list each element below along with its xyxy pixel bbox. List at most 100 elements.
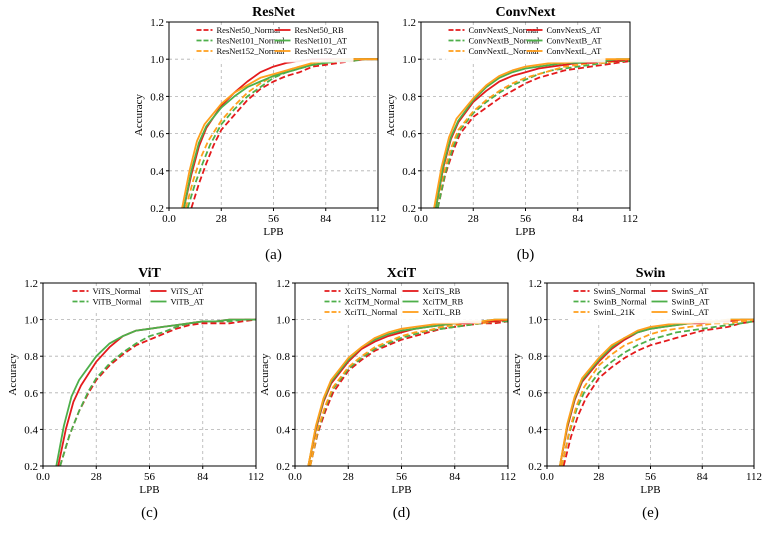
- x-tick-label: 0.0: [288, 471, 302, 483]
- panel-label: (c): [141, 505, 158, 521]
- x-tick-label: 56: [268, 213, 280, 225]
- legend-label: ResNet152_Normal: [217, 46, 286, 56]
- x-tick-label: 28: [216, 213, 228, 225]
- series-line-convnexts-normal: [436, 60, 630, 208]
- y-tick-label: 1.2: [24, 278, 38, 290]
- chart-panel: 0.0 28 56 84 112 0.2 0.4 0.6 0.8 1.0 1.2 XciT LPB Acc…: [259, 266, 516, 521]
- x-tick-label: 0.0: [414, 213, 428, 225]
- legend: ConvNextS_NormalConvNextB_NormalConvNext…: [445, 25, 606, 63]
- legend-label: SwinS_AT: [672, 286, 710, 296]
- x-tick-label: 84: [197, 471, 209, 483]
- x-tick-label: 112: [746, 471, 762, 483]
- y-axis-label: Accuracy: [511, 353, 523, 396]
- y-tick-label: 0.8: [276, 351, 290, 363]
- y-tick-label: 0.6: [150, 129, 164, 141]
- y-tick-label: 1.2: [276, 278, 290, 290]
- legend-box: [69, 286, 230, 313]
- legend-label: ViTS_AT: [171, 286, 204, 296]
- y-tick-label: 0.2: [150, 203, 164, 215]
- series-line-vits-normal: [59, 318, 256, 466]
- y-tick-label: 0.4: [528, 424, 542, 436]
- legend-label: SwinB_AT: [672, 297, 711, 307]
- legend-label: ConvNextS_AT: [547, 25, 602, 35]
- series-line-xcitl-normal: [309, 318, 508, 466]
- legend-label: ConvNextL_Normal: [469, 46, 540, 56]
- y-tick-label: 0.4: [276, 424, 290, 436]
- series-line-xcits-normal: [309, 320, 508, 466]
- legend-label: SwinL_AT: [672, 307, 710, 317]
- y-tick-label: 0.4: [150, 166, 164, 178]
- legend-label: XciTS_Normal: [345, 286, 398, 296]
- x-tick-label: 56: [396, 471, 408, 483]
- x-tick-label: 28: [343, 471, 355, 483]
- x-tick-label: 28: [593, 471, 605, 483]
- legend: ResNet50_NormalResNet101_NormalResNet152…: [193, 25, 354, 63]
- x-tick-label: 28: [91, 471, 103, 483]
- y-tick-label: 0.8: [24, 351, 38, 363]
- x-axis-label: LPB: [515, 226, 535, 238]
- x-tick-label: 0.0: [36, 471, 50, 483]
- x-tick-label: 56: [520, 213, 532, 225]
- x-tick-label: 0.0: [162, 213, 176, 225]
- x-tick-label: 84: [320, 213, 332, 225]
- legend-box: [570, 286, 731, 324]
- legend-label: XciTS_RB: [423, 286, 461, 296]
- chart-title: ViT: [138, 266, 161, 281]
- legend-label: ResNet50_Normal: [217, 25, 281, 35]
- y-tick-label: 0.6: [528, 388, 542, 400]
- x-axis-label: LPB: [139, 484, 159, 496]
- legend-label: ResNet101_Normal: [217, 36, 286, 46]
- y-tick-label: 0.2: [528, 461, 542, 473]
- legend-box: [193, 25, 354, 63]
- y-tick-label: 1.2: [150, 17, 164, 29]
- x-tick-label: 112: [248, 471, 264, 483]
- y-axis-label: Accuracy: [133, 93, 145, 136]
- legend-label: ConvNextL_AT: [547, 46, 603, 56]
- chart-title: XciT: [387, 266, 417, 281]
- y-tick-label: 0.8: [402, 91, 416, 103]
- legend-label: ViTB_Normal: [93, 297, 143, 307]
- x-tick-label: 84: [449, 471, 461, 483]
- y-tick-label: 1.2: [402, 17, 416, 29]
- x-tick-label: 112: [622, 213, 638, 225]
- x-axis-label: LPB: [263, 226, 283, 238]
- legend-label: SwinL_21K: [594, 307, 636, 317]
- legend-label: XciTM_RB: [423, 297, 464, 307]
- chart-title: Swin: [636, 266, 666, 281]
- chart-title: ConvNext: [496, 5, 556, 20]
- y-tick-label: 0.4: [402, 166, 416, 178]
- legend-label: XciTL_RB: [423, 307, 462, 317]
- chart-title: ResNet: [252, 5, 295, 20]
- legend-label: ConvNextB_AT: [547, 36, 603, 46]
- x-tick-label: 112: [370, 213, 386, 225]
- series-line-convnextb-normal: [436, 60, 630, 208]
- y-axis-label: Accuracy: [385, 93, 397, 136]
- x-tick-label: 56: [144, 471, 156, 483]
- series-line-swins-normal: [562, 320, 754, 466]
- y-tick-label: 1.0: [402, 54, 416, 66]
- x-axis-label: LPB: [640, 484, 660, 496]
- y-tick-label: 0.8: [528, 351, 542, 363]
- y-tick-label: 1.2: [528, 278, 542, 290]
- y-tick-label: 0.6: [276, 388, 290, 400]
- legend-label: ViTS_Normal: [93, 286, 142, 296]
- chart-panel: 0.0 28 56 84 112 0.2 0.4 0.6 0.8 1.0 1.2 ViT LPB Accu…: [7, 266, 264, 521]
- x-tick-label: 0.0: [540, 471, 554, 483]
- legend-label: ViTB_AT: [171, 297, 205, 307]
- y-tick-label: 1.0: [276, 315, 290, 327]
- legend-label: ResNet50_RB: [295, 25, 344, 35]
- panel-label: (d): [393, 505, 411, 521]
- chart-panel: 0.0 28 56 84 112 0.2 0.4 0.6 0.8 1.0 1.2 ResNet LPB A…: [133, 5, 386, 263]
- legend-box: [321, 286, 482, 324]
- legend-label: XciTL_Normal: [345, 307, 399, 317]
- legend-box: [445, 25, 606, 63]
- y-tick-label: 0.6: [24, 388, 38, 400]
- y-tick-label: 0.8: [150, 91, 164, 103]
- y-tick-label: 1.0: [528, 315, 542, 327]
- y-tick-label: 0.2: [402, 203, 416, 215]
- chart-panel: 0.0 28 56 84 112 0.2 0.4 0.6 0.8 1.0 1.2 ConvNext LP…: [385, 5, 638, 263]
- y-tick-label: 1.0: [24, 315, 38, 327]
- x-axis-label: LPB: [391, 484, 411, 496]
- series-line-xcitm-normal: [309, 320, 508, 466]
